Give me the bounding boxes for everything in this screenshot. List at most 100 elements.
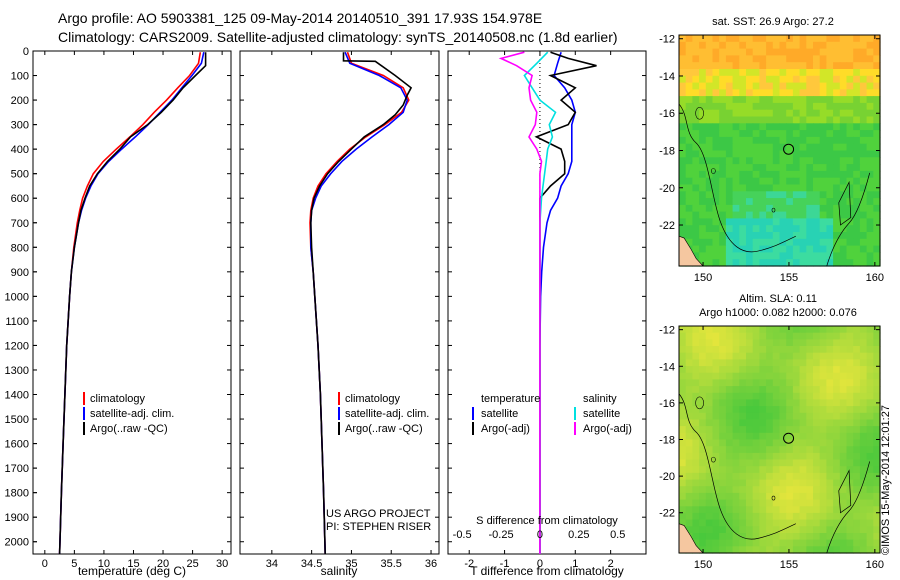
map-cell — [806, 499, 814, 507]
map-cell — [786, 412, 794, 421]
map-cell — [859, 439, 868, 447]
map-cell — [685, 519, 693, 527]
map-cell — [772, 432, 781, 441]
map-cell — [806, 252, 814, 260]
map-cell — [705, 218, 714, 226]
map-cell — [712, 184, 720, 192]
map-cell — [846, 359, 854, 367]
map-cell — [819, 41, 827, 50]
map-cell — [786, 419, 794, 427]
map-cell — [859, 419, 868, 427]
map-cell — [853, 366, 861, 374]
map-cell — [705, 198, 714, 206]
map-cell — [819, 359, 827, 367]
map-cell — [866, 204, 874, 213]
map-cell — [772, 539, 781, 547]
map-cell — [759, 48, 767, 56]
lat-tick-label: -18 — [659, 435, 675, 447]
map-cell — [799, 472, 807, 481]
map-cell — [766, 546, 774, 554]
map-cell — [826, 412, 834, 421]
map-cell — [813, 472, 821, 481]
map-cell — [739, 459, 747, 467]
map-cell — [866, 116, 874, 124]
map-cell — [819, 399, 827, 407]
map-cell — [752, 204, 760, 213]
map-cell — [679, 41, 687, 50]
map-cell — [853, 150, 861, 158]
map-cell — [746, 512, 754, 521]
map-cell — [719, 48, 727, 56]
map-cell — [866, 472, 874, 481]
map-cell — [739, 89, 747, 97]
map-cell — [739, 399, 747, 407]
map-cell — [692, 446, 700, 454]
map-cell — [719, 499, 727, 507]
map-cell — [792, 339, 801, 347]
map-cell — [786, 130, 794, 138]
map-cell — [859, 136, 868, 145]
map-cell — [772, 512, 781, 521]
map-cell — [873, 372, 881, 380]
map-cell — [853, 332, 861, 340]
map-cell — [746, 218, 754, 226]
map-cell — [725, 426, 734, 434]
map-cell — [772, 533, 781, 541]
map-cell — [826, 499, 834, 507]
map-cell — [759, 238, 767, 247]
map-cell — [846, 399, 854, 407]
map-cell — [866, 164, 874, 172]
map-cell — [759, 386, 767, 394]
map-cell — [853, 533, 861, 541]
map-cell — [739, 432, 747, 441]
map-cell — [766, 533, 774, 541]
map-cell — [719, 96, 727, 104]
map-cell — [725, 392, 734, 401]
map-cell — [792, 533, 801, 541]
map-cell — [833, 412, 841, 421]
map-cell — [732, 55, 740, 63]
map-cell — [799, 130, 807, 138]
map-cell — [725, 546, 734, 554]
map-cell — [806, 204, 814, 213]
map-cell — [746, 499, 754, 507]
map-cell — [873, 492, 881, 501]
map-cell — [725, 526, 734, 534]
map-cell — [692, 326, 700, 334]
map-cell — [799, 238, 807, 247]
map-cell — [739, 177, 747, 186]
map-cell — [746, 346, 754, 354]
x-tick-label: 34.5 — [301, 558, 322, 570]
map-cell — [766, 198, 774, 206]
map-cell — [725, 499, 734, 507]
map-cell — [779, 399, 787, 407]
map-cell — [873, 533, 881, 541]
map-cell — [732, 184, 740, 192]
map-cell — [732, 211, 740, 219]
map-cell — [692, 492, 700, 501]
map-cell — [813, 539, 821, 547]
map-cell — [739, 533, 747, 541]
map-cell — [779, 519, 787, 527]
map-cell — [766, 259, 774, 267]
map-cell — [719, 245, 727, 253]
map-cell — [732, 48, 740, 56]
map-cell — [806, 379, 814, 387]
map-cell — [746, 35, 754, 43]
map-cell — [839, 326, 848, 334]
map-cell — [752, 332, 760, 340]
map-cell — [752, 143, 760, 152]
map-cell — [839, 399, 848, 407]
map-cell — [846, 69, 854, 77]
map-cell — [705, 339, 714, 347]
map-cell — [739, 446, 747, 454]
map-cell — [725, 198, 734, 206]
map-cell — [732, 123, 740, 131]
map-cell — [839, 136, 848, 145]
map-cell — [819, 96, 827, 104]
map-cell — [692, 346, 700, 354]
map-cell — [799, 419, 807, 427]
map-cell — [679, 62, 687, 70]
map-cell — [685, 143, 693, 152]
map-cell — [839, 198, 848, 206]
